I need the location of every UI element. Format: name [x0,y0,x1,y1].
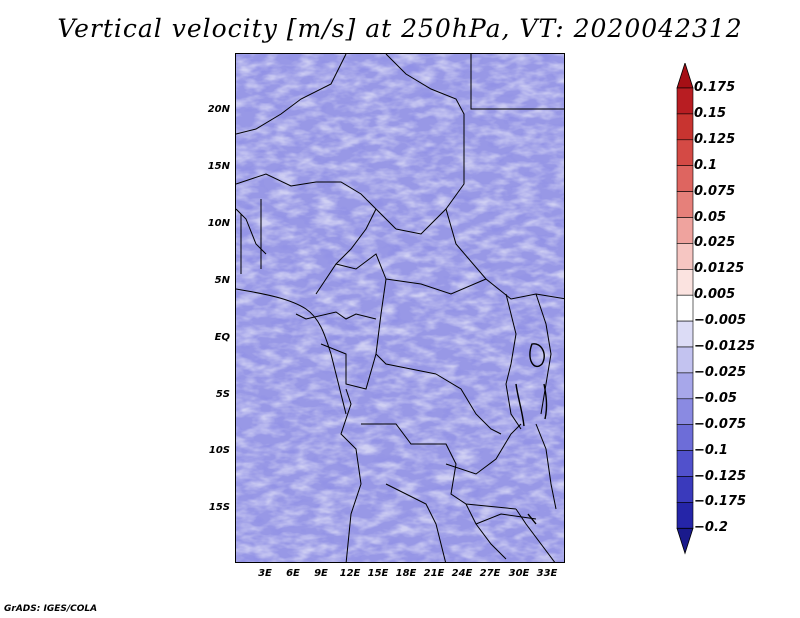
strong-descent [236,54,564,562]
lat-label-15s: 15S [208,502,230,513]
lon-label-24e: 24E [451,568,473,579]
map-title: Vertical velocity [m/s] at 250hPa, VT: 2… [57,14,743,43]
lat-label-10s: 10S [208,445,230,456]
lat-label-eq: EQ [214,332,230,343]
colorbar-segment [676,424,694,451]
colorbar-bottom-arrow [676,527,694,555]
colorbar-segment [676,165,694,192]
colorbar-tick-label: 0.0125 [694,261,745,277]
lat-label-5n: 5N [214,275,230,286]
colorbar-segment [676,320,694,348]
colorbar-segment [676,502,694,529]
colorbar-top-arrow [676,63,694,89]
colorbar-tick-label: −0.005 [694,313,747,329]
colorbar-tick-label: −0.075 [694,416,747,432]
colorbar-segment [676,217,694,244]
colorbar-segment [676,476,694,503]
lat-label-5s: 5S [215,389,230,400]
colorbar-tick-label: 0.025 [694,235,736,251]
colorbar-segment [676,372,694,400]
colorbar-segment [676,191,694,218]
lat-label-15n: 15N [207,161,230,172]
grads-credit: GrADS: IGES/COLA [4,604,98,614]
colorbar-tick-label: 0.05 [694,209,727,225]
lon-label-9e: 9E [314,568,328,579]
colorbar-tick-label: −0.025 [694,364,747,380]
colorbar-segment [676,113,694,141]
colorbar-tick-label: 0.175 [694,80,736,95]
lon-label-18e: 18E [395,568,417,579]
map-plot-area [235,53,565,563]
lon-label-30e: 30E [508,568,530,579]
colorbar-segment [676,87,694,115]
coastline [236,288,347,415]
vertical-velocity-field [236,54,564,562]
colorbar-segment [676,450,694,477]
colorbar-tick-label: 0.125 [694,131,736,147]
colorbar-tick-label: −0.1 [694,442,728,458]
colorbar-tick-label: −0.175 [694,494,747,510]
colorbar-tick-label: −0.0125 [694,339,756,354]
colorbar-segment [676,398,694,425]
lat-label-20n: 20N [207,104,230,115]
colorbar-segment [676,139,694,167]
colorbar-tick-label: −0.125 [694,468,747,484]
colorbar [676,63,694,555]
lon-label-21e: 21E [423,568,445,579]
lon-label-3e: 3E [258,568,272,579]
lon-label-27e: 27E [479,568,501,579]
lakes [515,343,548,525]
colorbar-segment [676,269,694,296]
colorbar-tick-label: −0.2 [694,520,728,536]
colorbar-tick-label: 0.005 [694,287,736,303]
colorbar-tick-label: 0.1 [694,157,718,173]
lon-label-15e: 15E [367,568,389,579]
colorbar-segment [676,294,694,322]
colorbar-segment [676,346,694,374]
colorbar-tick-label: 0.075 [694,183,736,199]
colorbar-tick-label: 0.15 [694,105,727,121]
lon-label-33e: 33E [536,568,558,579]
lon-label-12e: 12E [339,568,361,579]
colorbar-tick-label: −0.05 [694,390,737,406]
lon-label-6e: 6E [286,568,300,579]
lat-label-10n: 10N [207,218,230,229]
country-borders [236,54,564,562]
colorbar-segment [676,243,694,270]
